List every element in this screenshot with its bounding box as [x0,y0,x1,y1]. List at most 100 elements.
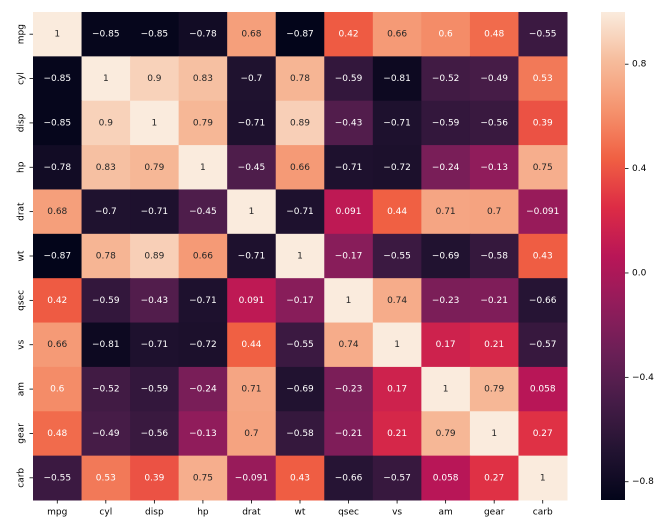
heatmap-cell [469,12,519,57]
cell-label: −0.45 [189,207,217,217]
cell-label: −0.71 [335,163,363,173]
heatmap-cell [81,233,131,279]
heatmap-cell [33,12,83,57]
heatmap-cell [81,322,131,368]
x-tick-label: carb [533,508,553,518]
cell-label: 0.89 [144,252,164,262]
cell-label: −0.57 [529,340,557,350]
cell-label: 0.17 [436,340,456,350]
cell-label: 0.79 [436,429,456,439]
cell-label: 0.71 [241,385,261,395]
cell-label: −0.71 [189,296,217,306]
heatmap-cell [324,100,374,146]
y-tick-label: disp [17,113,27,132]
cell-label: −0.55 [529,30,557,40]
heatmap-cell [33,366,83,412]
heatmap-cell [469,322,519,368]
cell-label: −0.59 [92,296,120,306]
heatmap-cell [33,411,83,457]
heatmap-cell [421,189,471,235]
cell-label: −0.72 [189,340,217,350]
cell-label: 0.78 [290,74,310,84]
cell-label: −0.091 [235,473,268,483]
cell-label: 0.66 [193,252,213,262]
heatmap-cell [518,233,568,279]
cell-label: −0.45 [238,163,266,173]
heatmap-cell [518,56,568,102]
cell-label: 0.17 [387,385,407,395]
cell-label: −0.43 [335,118,363,128]
cell-label: −0.7 [95,207,117,217]
cell-label: −0.49 [92,429,120,439]
y-tick-label: mpg [17,24,27,44]
heatmap-cell [469,233,519,279]
cell-label: −0.71 [286,207,314,217]
cell-label: −0.55 [43,473,71,483]
heatmap-cell [130,100,180,146]
cell-label: 0.39 [533,118,553,128]
cell-label: −0.58 [480,252,508,262]
heatmap-cell [469,56,519,102]
heatmap-cell [227,189,277,235]
cell-label: 0.9 [99,118,114,128]
cell-label: −0.17 [286,296,314,306]
heatmap-cell [324,322,374,368]
heatmap-cell [33,145,83,190]
heatmap-cell [421,411,471,457]
cell-label: 0.48 [47,429,67,439]
heatmap-cell [81,455,131,501]
colorbar-tick-label: 0.8 [632,60,647,70]
cell-label: 1 [540,473,546,483]
heatmap-cell [275,322,325,368]
colorbar-tick-label: 0.4 [632,164,647,174]
heatmap-cell [372,12,422,57]
cell-label: −0.85 [141,30,169,40]
cell-label: 0.53 [96,473,116,483]
heatmap-cell [469,100,519,146]
cell-label: 0.83 [193,74,213,84]
cell-label: −0.55 [383,252,411,262]
cell-label: −0.58 [286,429,314,439]
cell-label: 0.21 [484,340,504,350]
heatmap-cell [372,278,422,324]
cell-label: 0.68 [47,207,67,217]
heatmap-cell [275,100,325,146]
cell-label: −0.87 [43,252,71,262]
cell-label: −0.52 [92,385,120,395]
heatmap-cell [81,366,131,412]
cell-label: −0.59 [335,74,363,84]
cell-label: 1 [297,252,303,262]
heatmap-cell [178,145,228,190]
heatmap-cell [518,411,568,457]
heatmap-cell [227,56,277,102]
cell-label: 1 [394,340,400,350]
heatmap-cell [227,366,277,412]
heatmap-cell [130,366,180,412]
heatmap-cell [324,455,374,501]
heatmap-cell [81,411,131,457]
cell-label: −0.71 [383,118,411,128]
x-tick-label: qsec [338,508,359,518]
heatmap-cell [130,189,180,235]
heatmap-cell [421,455,471,501]
heatmap-cell [421,233,471,279]
cell-label: 0.39 [144,473,164,483]
x-tick-label: wt [295,508,306,518]
cell-label: −0.71 [141,340,169,350]
cell-label: −0.87 [286,30,314,40]
heatmap-cell [178,322,228,368]
heatmap-cell [324,12,374,57]
heatmap-cell [178,233,228,279]
cell-label: −0.56 [480,118,508,128]
cell-label: −0.85 [92,30,120,40]
y-tick-label: am [17,382,27,396]
cell-label: −0.56 [141,429,169,439]
heatmap-cell [372,233,422,279]
heatmap-cell [372,56,422,102]
heatmap-cell [130,278,180,324]
cell-label: 0.21 [387,429,407,439]
cell-label: 0.89 [290,118,310,128]
cell-label: −0.17 [335,252,363,262]
cell-label: 1 [200,163,206,173]
y-tick-label: carb [17,468,27,488]
